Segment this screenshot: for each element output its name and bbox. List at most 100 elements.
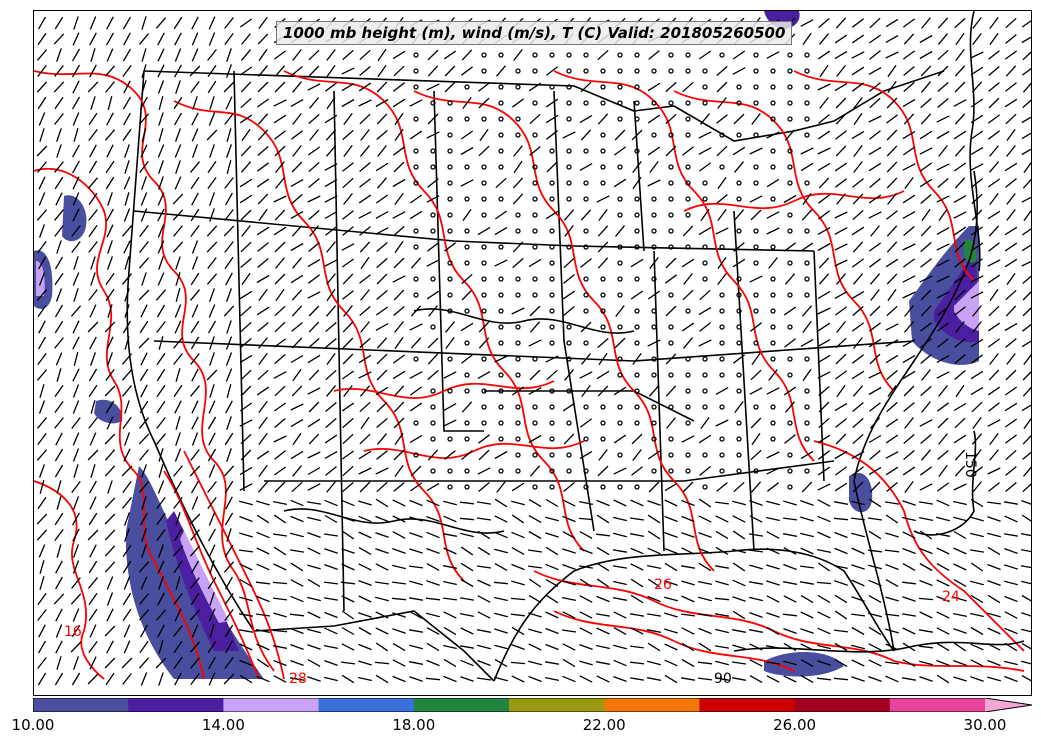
wind-barb — [613, 532, 627, 538]
wind-barb — [886, 370, 898, 380]
calm-wind-marker — [668, 180, 674, 186]
wind-barb — [970, 275, 984, 283]
calm-wind-marker — [600, 84, 606, 90]
calm-wind-marker — [634, 228, 640, 234]
wind-barb — [272, 645, 288, 649]
wind-barb — [461, 354, 473, 364]
wind-barb — [104, 513, 116, 525]
east-coast — [853, 170, 979, 652]
wind-barb — [751, 352, 761, 366]
wind-barb — [190, 208, 200, 222]
wind-barb — [289, 613, 305, 617]
wind-barb — [70, 305, 82, 317]
wind-barb — [765, 645, 781, 649]
height-contour — [733, 640, 1025, 653]
wind-barb — [325, 305, 337, 317]
wind-barb — [359, 337, 371, 349]
wind-barb — [988, 50, 1000, 60]
wind-barb — [409, 565, 423, 569]
wind-barb — [717, 273, 727, 285]
calm-wind-marker — [464, 164, 470, 170]
wind-barb — [971, 466, 983, 476]
wind-barb — [241, 225, 251, 237]
wind-barb — [138, 561, 150, 573]
wind-barb — [578, 517, 594, 521]
wind-barb — [717, 209, 727, 221]
wind-barb — [766, 580, 780, 586]
wind-barb — [426, 482, 440, 492]
wind-barb — [307, 547, 321, 555]
wind-barb — [73, 256, 79, 270]
wind-barb — [919, 275, 933, 283]
wind-barb — [307, 146, 321, 156]
wind-barb — [987, 419, 1001, 427]
wind-barb — [392, 211, 406, 219]
wind-barb — [391, 597, 407, 601]
wind-barb — [1021, 340, 1031, 348]
wind-barb — [409, 532, 423, 538]
wind-barb — [886, 305, 898, 317]
wind-barb — [867, 549, 883, 553]
wind-barb — [122, 481, 132, 493]
wind-barb — [954, 338, 966, 348]
calm-wind-marker — [549, 404, 555, 410]
wind-barb — [869, 178, 881, 188]
wind-barb — [868, 675, 882, 683]
wind-barb — [341, 82, 355, 92]
wind-barb — [938, 208, 948, 222]
wind-barb — [393, 449, 405, 461]
wind-barb — [54, 209, 64, 221]
wind-barb — [1023, 161, 1031, 174]
wind-barb — [989, 161, 999, 173]
wind-barb — [90, 256, 96, 270]
wind-barb — [545, 546, 559, 556]
wind-barb — [409, 611, 423, 619]
wind-barb — [817, 371, 831, 379]
wind-barb — [902, 130, 916, 140]
wind-barb — [240, 241, 252, 253]
colorbar-tick-label: 14.00 — [201, 716, 245, 734]
wind-barb — [817, 611, 831, 619]
wind-barb — [800, 516, 814, 522]
calm-wind-marker — [498, 292, 504, 298]
temp-contour — [34, 70, 275, 672]
wind-barb — [494, 226, 508, 236]
wind-barb — [190, 320, 200, 334]
wind-barb — [122, 320, 132, 334]
wind-barb — [156, 417, 166, 429]
wind-barb — [37, 369, 47, 381]
wind-barb — [359, 385, 371, 397]
wind-barb — [853, 97, 863, 109]
wind-barb — [106, 640, 114, 654]
wind-barb — [104, 657, 116, 669]
wind-barb — [358, 211, 372, 219]
calm-wind-marker — [583, 180, 589, 186]
wind-barb — [954, 289, 966, 301]
colorbar-outline — [33, 698, 1032, 712]
wind-barb — [172, 241, 184, 253]
wind-barb — [139, 449, 149, 461]
calm-wind-marker — [651, 404, 657, 410]
wind-barb — [971, 401, 983, 413]
wind-barb — [106, 224, 114, 238]
wind-barb — [207, 416, 217, 430]
wind-barb — [392, 354, 406, 364]
wind-barb — [783, 595, 797, 603]
wind-barb — [544, 661, 560, 665]
wind-barb — [104, 449, 116, 461]
wind-barb — [852, 354, 864, 364]
wind-barb — [55, 576, 63, 590]
wind-barb — [427, 65, 439, 77]
calm-wind-marker — [736, 372, 742, 378]
calm-wind-marker — [719, 132, 725, 138]
wind-barb — [224, 113, 234, 125]
wind-barb — [955, 384, 965, 398]
wind-barb — [239, 354, 253, 364]
wind-barb — [191, 16, 199, 30]
wind-barb — [443, 50, 457, 60]
wind-barb — [173, 16, 183, 30]
wind-barb — [903, 402, 915, 412]
wind-barb — [989, 449, 999, 461]
colorbar-extension — [985, 698, 1032, 712]
wind-barb — [887, 385, 897, 397]
